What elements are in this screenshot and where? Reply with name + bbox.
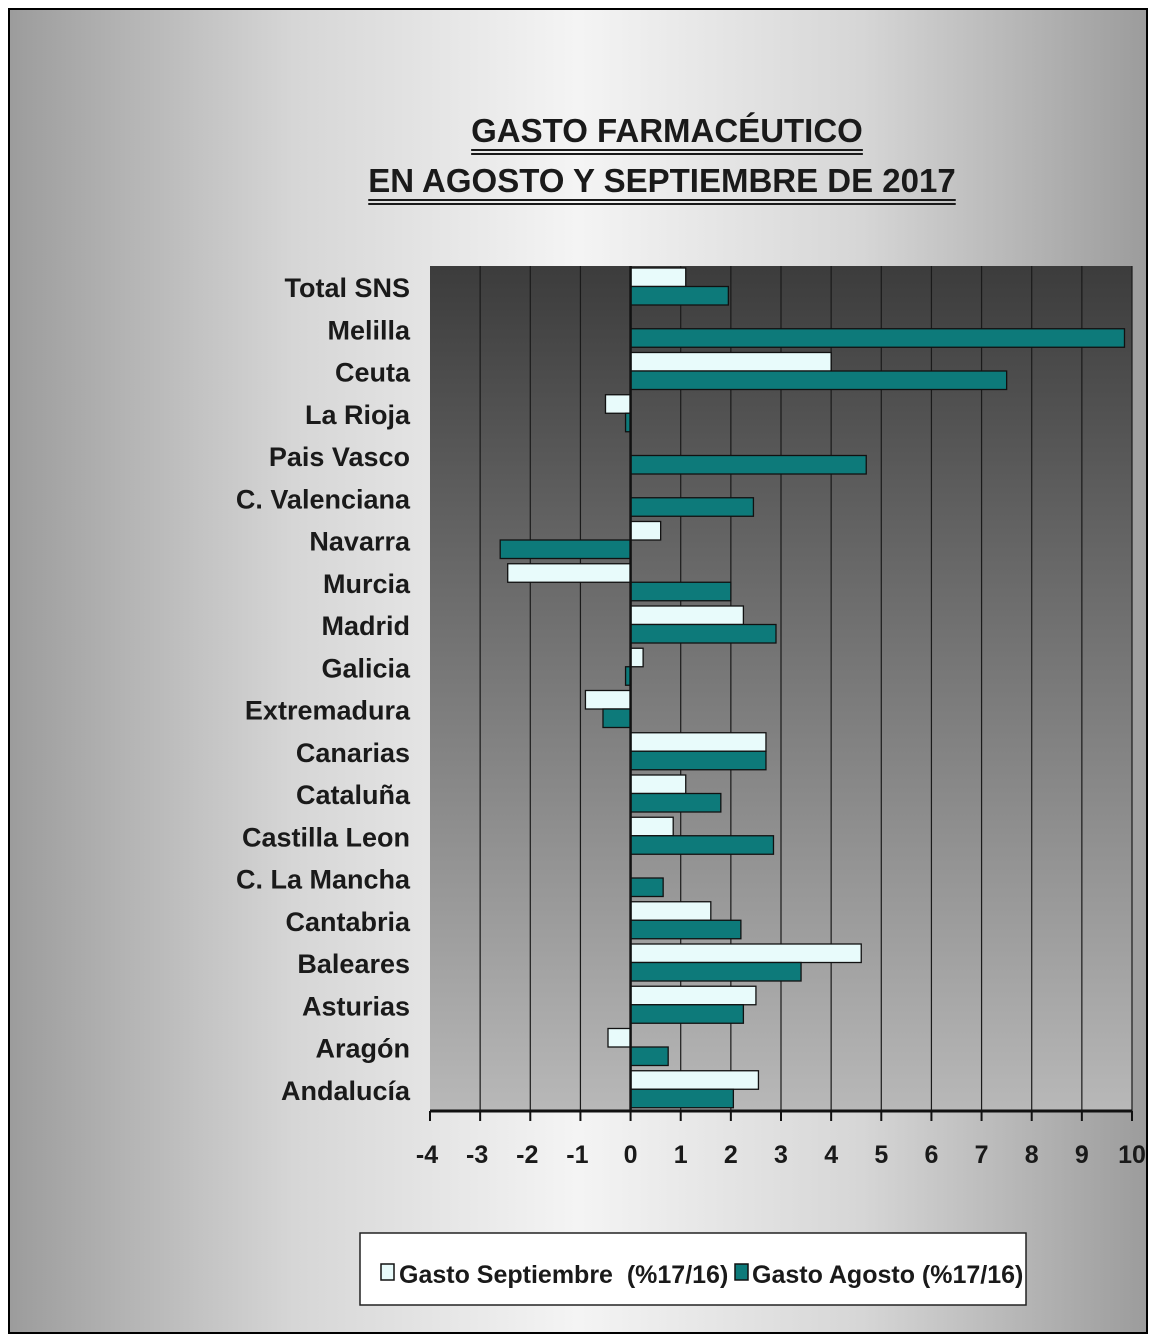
bar-agosto-14: [629, 877, 664, 898]
category-label-16: Baleares: [297, 949, 410, 979]
bar-septiembre-9: [629, 647, 644, 668]
x-tick-label-5: 1: [674, 1141, 688, 1169]
legend: Gasto Septiembre (%17/16) Gasto Agosto (…: [359, 1232, 1027, 1306]
bar-septiembre-19: [629, 1070, 760, 1090]
bar-septiembre-11: [629, 732, 767, 752]
legend-swatch-septiembre: [380, 1263, 395, 1281]
bar-septiembre-2: [629, 351, 832, 372]
bar-agosto-8: [629, 623, 777, 644]
category-label-5: C. Valenciana: [236, 484, 411, 514]
x-tick-label-14: 10: [1118, 1141, 1146, 1169]
category-label-2: Ceuta: [335, 358, 411, 388]
category-label-8: Madrid: [321, 611, 410, 641]
category-label-19: Andalucía: [281, 1076, 411, 1106]
bar-agosto-18: [629, 1046, 669, 1067]
chart-title-line-2: EN AGOSTO Y SEPTIEMBRE DE 2017: [368, 162, 955, 199]
bar-agosto-16: [629, 961, 802, 982]
bar-septiembre-17: [629, 985, 757, 1006]
bar-agosto-6: [499, 539, 632, 560]
bar-septiembre-3: [604, 394, 632, 414]
bar-septiembre-12: [629, 774, 687, 795]
legend-swatch-agosto: [734, 1263, 749, 1281]
bar-septiembre-8: [629, 605, 745, 626]
x-tick-label-0: -4: [416, 1141, 438, 1169]
category-label-1: Melilla: [327, 315, 411, 345]
category-label-4: Pais Vasco: [269, 442, 410, 472]
x-tick-label-2: -2: [516, 1141, 538, 1169]
category-label-0: Total SNS: [284, 273, 410, 303]
x-tick-label-13: 9: [1075, 1141, 1089, 1169]
x-tick-labels: -4 -3 -2 -1 0 1 2 3 4 5 6 7 8 9 10: [416, 1141, 1146, 1169]
bar-septiembre-10: [584, 689, 632, 710]
category-label-10: Extremadura: [245, 696, 411, 726]
bar-agosto-17: [629, 1004, 745, 1024]
bar-agosto-11: [629, 750, 767, 771]
bar-septiembre-0: [629, 267, 687, 288]
bar-agosto-2: [629, 370, 1008, 391]
legend-label-septiembre: Gasto Septiembre (%17/16): [399, 1261, 728, 1289]
category-label-6: Navarra: [309, 527, 411, 557]
x-tick-label-9: 5: [874, 1141, 888, 1169]
chart-title-line-1: GASTO FARMACÉUTICO: [471, 112, 863, 149]
x-tick-label-4: 0: [624, 1141, 638, 1169]
legend-label-agosto: Gasto Agosto (%17/16): [752, 1261, 1023, 1289]
category-label-15: Cantabria: [285, 907, 411, 937]
x-tick-label-11: 7: [975, 1141, 989, 1169]
x-tick-label-7: 3: [774, 1141, 788, 1169]
bar-agosto-10: [602, 708, 632, 729]
category-label-12: Cataluña: [296, 780, 411, 810]
category-label-7: Murcia: [323, 569, 411, 599]
grid-lines: [479, 266, 1133, 1111]
bar-septiembre-7: [507, 563, 632, 583]
bar-agosto-4: [629, 454, 867, 475]
x-tick-label-10: 6: [924, 1141, 938, 1169]
bar-agosto-15: [629, 919, 742, 940]
category-label-14: C. La Mancha: [236, 865, 411, 895]
x-tick-label-1: -3: [466, 1141, 488, 1169]
bar-agosto-13: [629, 835, 775, 855]
axes: [429, 266, 1133, 1121]
bar-septiembre-15: [629, 901, 712, 921]
legend-box: [359, 1232, 1027, 1306]
x-tick-label-12: 8: [1025, 1141, 1039, 1169]
category-labels: Total SNS Melilla Ceuta La Rioja Pais Vasco C…: [236, 273, 411, 1106]
x-tick-label-8: 4: [824, 1141, 838, 1169]
bar-agosto-7: [629, 581, 732, 602]
bar-septiembre-6: [629, 520, 662, 541]
category-label-17: Asturias: [302, 991, 410, 1021]
bar-agosto-12: [629, 792, 722, 813]
chart-title: GASTO FARMACÉUTICO EN AGOSTO Y SEPTIEMBR…: [368, 112, 956, 205]
bars: [499, 267, 1126, 1109]
category-label-13: Castilla Leon: [242, 822, 410, 852]
bar-agosto-0: [629, 285, 729, 306]
category-label-11: Canarias: [296, 738, 410, 768]
bar-septiembre-16: [629, 943, 862, 964]
x-tick-label-6: 2: [724, 1141, 738, 1169]
category-label-18: Aragón: [316, 1034, 411, 1064]
bar-septiembre-13: [629, 816, 674, 837]
x-tick-label-3: -1: [566, 1141, 588, 1169]
bar-agosto-5: [629, 497, 755, 517]
category-label-3: La Rioja: [305, 400, 411, 430]
bar-septiembre-18: [607, 1027, 632, 1048]
bar-agosto-19: [629, 1088, 735, 1109]
bar-agosto-1: [629, 328, 1126, 348]
category-label-9: Galicia: [321, 653, 411, 683]
